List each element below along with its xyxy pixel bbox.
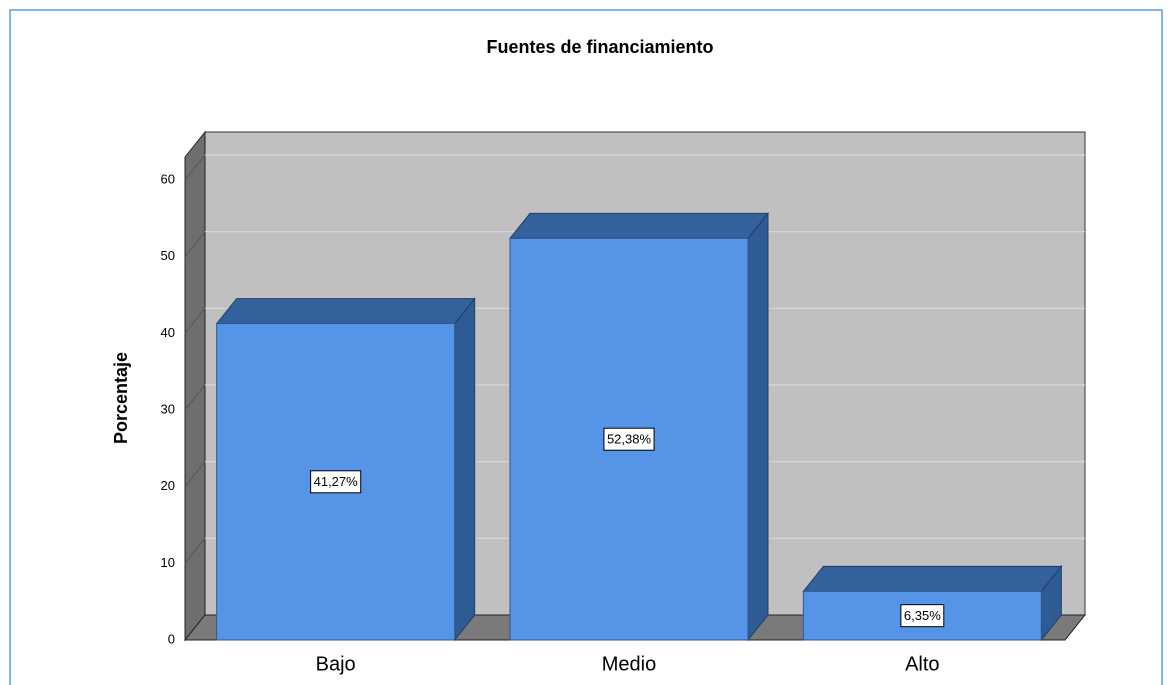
y-tick-label: 40 xyxy=(161,325,175,340)
grid-line xyxy=(184,308,206,334)
bar-side xyxy=(747,211,769,642)
left-wall xyxy=(184,130,206,642)
y-tick-label: 10 xyxy=(161,555,175,570)
grid-line xyxy=(184,538,206,564)
value-label: 52,38% xyxy=(607,432,652,447)
value-label: 6,35% xyxy=(904,608,941,623)
y-tick-label: 0 xyxy=(168,631,175,646)
x-tick-label: Medio xyxy=(602,653,656,675)
y-tick-label: 50 xyxy=(161,248,175,263)
y-axis-label: Porcentaje xyxy=(111,352,131,444)
grid-line xyxy=(184,154,206,181)
value-label-box xyxy=(900,604,945,628)
bar-side xyxy=(454,297,476,642)
bar-top xyxy=(215,298,476,325)
value-label-box xyxy=(603,427,655,451)
x-tick-label: Alto xyxy=(905,653,939,675)
value-label-box xyxy=(310,470,362,494)
bar-top xyxy=(802,565,1063,592)
value-label: 41,27% xyxy=(314,474,359,489)
y-tick-label: 20 xyxy=(161,478,175,493)
bar-top xyxy=(508,212,770,239)
y-tick-label: 30 xyxy=(161,401,175,416)
grid-line xyxy=(184,461,206,487)
grid-line xyxy=(184,384,206,411)
x-tick-label: Bajo xyxy=(316,653,356,675)
chart-title: Fuentes de financiamiento xyxy=(486,37,713,57)
y-tick-label: 60 xyxy=(161,171,175,186)
grid-line xyxy=(184,231,206,257)
